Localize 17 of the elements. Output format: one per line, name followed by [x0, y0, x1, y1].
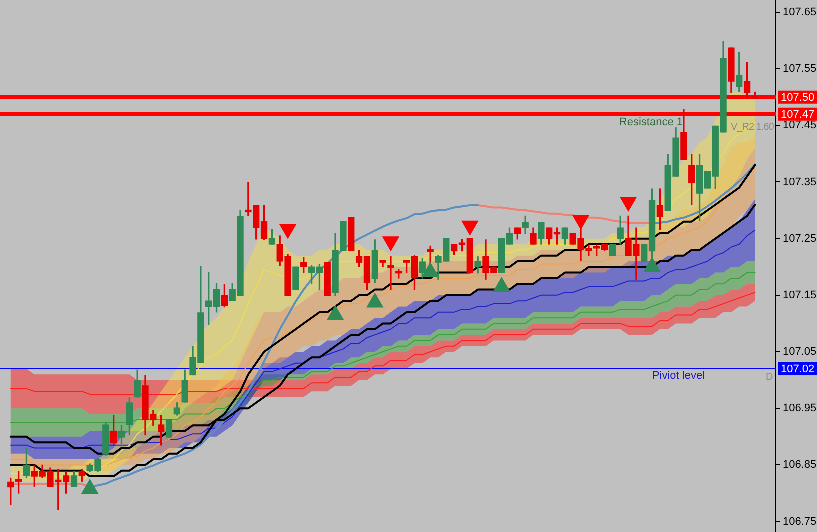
- y-tick-label: 107.05: [783, 346, 817, 358]
- y-tick-label: 106.75: [783, 516, 817, 528]
- ref-line-label: 107.50: [781, 92, 815, 104]
- y-tick-label: 107.25: [783, 232, 817, 245]
- candlestick: [388, 256, 394, 290]
- y-tick-label: 106.85: [783, 459, 817, 472]
- y-tick-label: 107.55: [783, 63, 817, 76]
- y-tick-label: 107.35: [783, 176, 817, 188]
- y-tick-label: 106.95: [783, 402, 817, 415]
- y-tick-label: 107.65: [783, 6, 817, 18]
- candlestick: [380, 260, 386, 268]
- ref-line-label: 107.02: [781, 364, 815, 376]
- ref-line-label: 107.47: [781, 108, 815, 121]
- annotation: Resistance 1: [619, 116, 683, 128]
- y-tick-label: 107.45: [783, 120, 817, 132]
- annotation: Piviot level: [652, 370, 705, 382]
- y-tick-label: 107.15: [783, 289, 817, 302]
